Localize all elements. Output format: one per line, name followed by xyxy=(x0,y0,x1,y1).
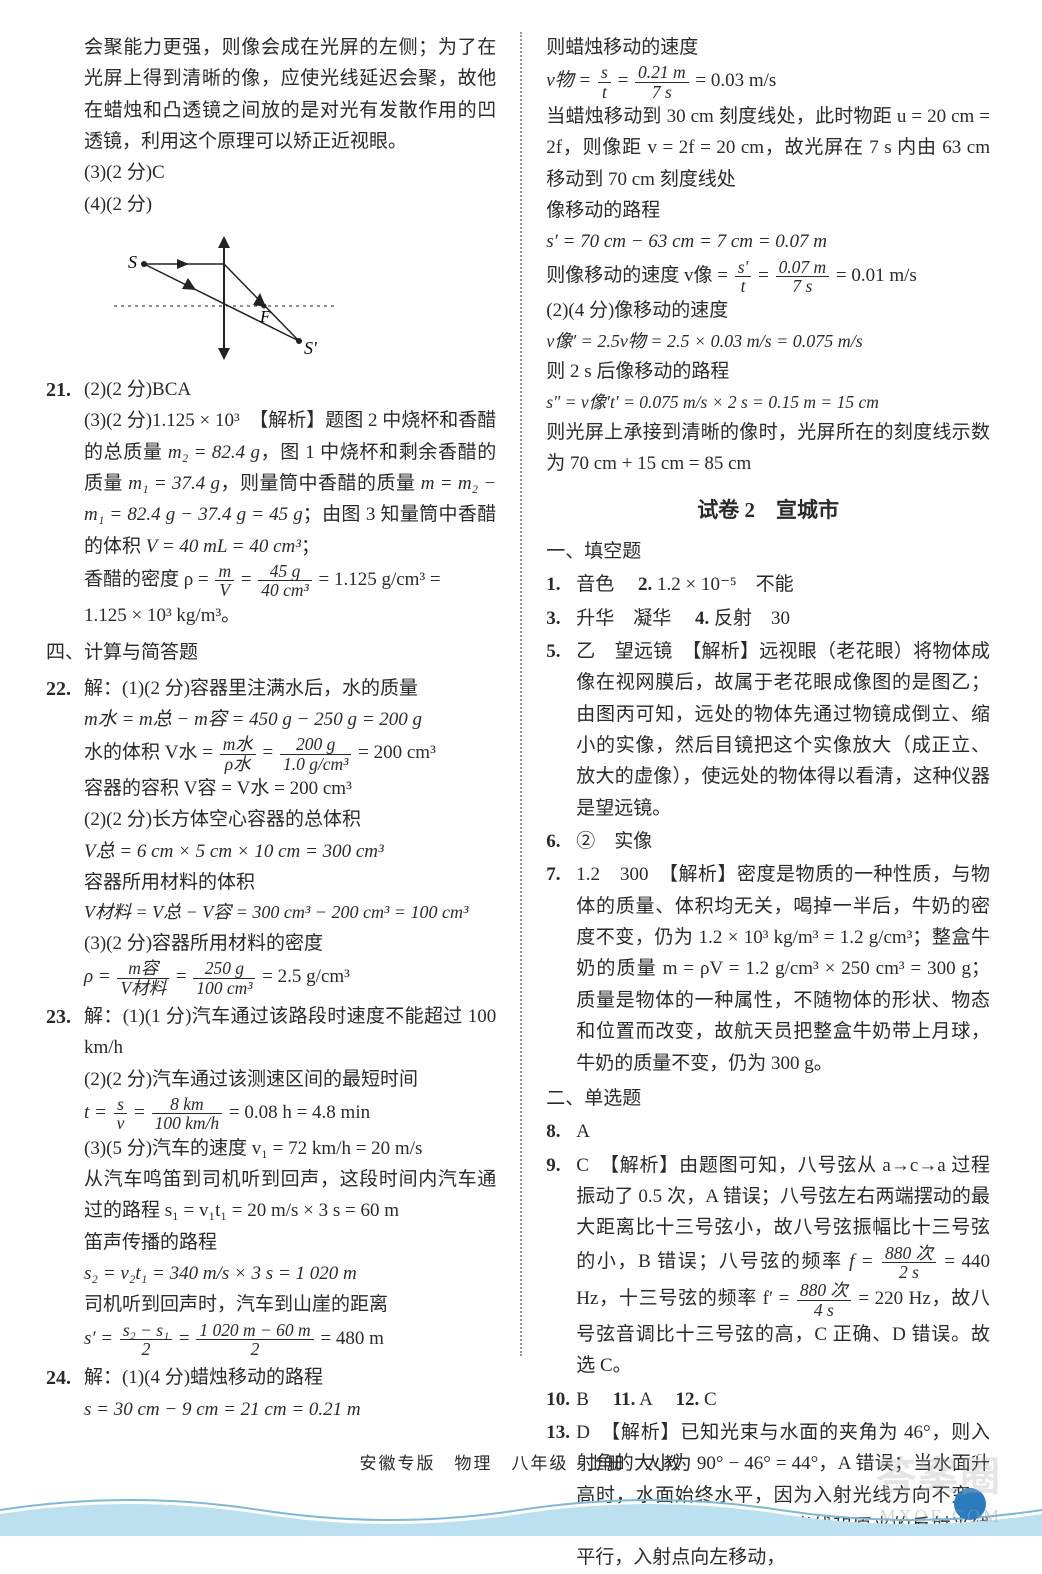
answer-number: 12. xyxy=(676,1389,700,1410)
equation: 1.125 × 10³ kg/m³。 xyxy=(84,600,496,631)
answer-6: 6. ② 实像 xyxy=(576,826,990,857)
column-divider xyxy=(520,32,522,1356)
answer-number: 6. xyxy=(546,826,560,857)
right-column: 则蜡烛移动的速度 v物 = st = 0.21 m7 s = 0.03 m/s … xyxy=(528,32,998,1356)
equation: s = 30 cm − 9 cm = 21 cm = 0.21 m xyxy=(84,1394,496,1425)
solution-line: 则光屏上承接到清晰的像时，光屏所在的刻度线示数为 70 cm + 15 cm =… xyxy=(546,417,990,480)
solution-line: 当蜡烛移动到 30 cm 刻度线处，此时物距 u = 20 cm = 2f，则像… xyxy=(546,101,990,195)
solution-line: (2)(4 分)像移动的速度 xyxy=(546,295,990,326)
solution-line: 解：(1)(1 分)汽车通过该路段时速度不能超过 100 km/h xyxy=(84,1001,496,1064)
watermark: 答案圈 xyxy=(876,1444,1002,1510)
page-body: 会聚能力更强，则像会成在光屏的左侧；为了在光屏上得到清晰的像，应使光线延迟会聚，… xyxy=(0,0,1042,1446)
solution-line: 司机听到回声时，汽车到山崖的距离 xyxy=(84,1289,496,1320)
answer-10-12: 10. B 11. A 12. C xyxy=(576,1384,990,1415)
solution-line: 容器所用材料的体积 xyxy=(84,867,496,898)
solution-line: (2)(2 分)长方体空心容器的总体积 xyxy=(84,804,496,835)
label-Sprime: S′ xyxy=(304,338,318,358)
equation: v像′ = 2.5v物 = 2.5 × 0.03 m/s = 0.075 m/s xyxy=(546,327,990,357)
question-number: 22. xyxy=(46,673,71,706)
answer-8: 8. A xyxy=(576,1116,990,1147)
section-heading: 四、计算与简答题 xyxy=(46,637,496,668)
answer-number: 1. xyxy=(546,569,560,600)
equation: 容器的容积 V容 = V水 = 200 cm³ xyxy=(84,773,496,804)
answer-number: 3. xyxy=(546,603,560,634)
question-22: 22. 解：(1)(2 分)容器里注满水后，水的质量 m水 = m总 − m容 … xyxy=(84,673,496,997)
answer-9: 9. C 【解析】由题图可知，八号弦从 a→c→a 过程振动了 0.5 次，A … xyxy=(576,1150,990,1382)
solution-line: 解：(1)(2 分)容器里注满水后，水的质量 xyxy=(84,673,496,704)
answer-7: 7. 1.2 300 【解析】密度是物质的一种性质，与物体的质量、体积均无关，喝… xyxy=(576,859,990,1078)
question-number: 24. xyxy=(46,1362,71,1395)
answer-number: 13. xyxy=(546,1417,570,1448)
equation: s₂ = v₂t₁ = 340 m/s × 3 s = 1 020 m xyxy=(84,1258,496,1289)
equation: v物 = st = 0.21 m7 s = 0.03 m/s xyxy=(546,63,990,101)
solution-line: 笛声传播的路程 xyxy=(84,1227,496,1258)
equation: 则像移动的速度 v像 = s′t = 0.07 m7 s = 0.01 m/s xyxy=(546,258,990,296)
equation: 水的体积 V水 = m水ρ水 = 200 g1.0 g/cm³ = 200 cm… xyxy=(84,735,496,773)
equation: V材料 = V总 − V容 = 300 cm³ − 200 cm³ = 100 … xyxy=(84,898,496,928)
label-S: S xyxy=(128,252,137,272)
solution-line: 解：(1)(4 分)蜡烛移动的路程 xyxy=(84,1362,496,1393)
section-heading: 一、填空题 xyxy=(546,536,990,567)
ray-diagram: S F S′ xyxy=(114,226,334,366)
answer-number: 8. xyxy=(546,1116,560,1147)
equation: s′ = 70 cm − 63 cm = 7 cm = 0.07 m xyxy=(546,226,990,257)
explanation: (3)(2 分)1.125 × 10³ 【解析】题图 2 中烧杯和香醋的总质量 … xyxy=(84,405,496,562)
answer-number: 2. xyxy=(638,574,652,595)
answer-number: 5. xyxy=(546,636,560,667)
equation: s′ = s₂ − s₁2 = 1 020 m − 60 m2 = 480 m xyxy=(84,1321,496,1359)
sub-answer: (4)(2 分) xyxy=(84,189,496,220)
section-heading: 二、单选题 xyxy=(546,1083,990,1114)
exam-title: 试卷 2 宣城市 xyxy=(546,493,990,528)
solution-line: 从汽车鸣笛到司机听到回声，这段时间内汽车通过的路程 s₁ = v₁t₁ = 20… xyxy=(84,1164,496,1227)
answer-number: 7. xyxy=(546,859,560,890)
answer-number: 9. xyxy=(546,1150,560,1181)
question-number: 23. xyxy=(46,1001,71,1034)
answer-number: 4. xyxy=(695,608,709,629)
question-21: 21. (2)(2 分)BCA (3)(2 分)1.125 × 10³ 【解析】… xyxy=(84,374,496,631)
solution-line: 则 2 s 后像移动的路程 xyxy=(546,356,990,387)
left-column: 会聚能力更强，则像会成在光屏的左侧；为了在光屏上得到清晰的像，应使光线延迟会聚，… xyxy=(44,32,514,1356)
answer-number: 11. xyxy=(613,1389,636,1410)
solution-line: 则蜡烛移动的速度 xyxy=(546,32,990,63)
label-F: F xyxy=(259,307,271,326)
paragraph: 会聚能力更强，则像会成在光屏的左侧；为了在光屏上得到清晰的像，应使光线延迟会聚，… xyxy=(84,32,496,157)
page-footer: 安徽专版 物理 八年级 上册 人教 8 答案圈 MXQE.COM xyxy=(0,1446,1042,1536)
equation: m水 = m总 − m容 = 450 g − 250 g = 200 g xyxy=(84,704,496,735)
solution-line: (3)(2 分)容器所用材料的密度 xyxy=(84,928,496,959)
answer-line: (2)(2 分)BCA xyxy=(84,374,496,405)
page-number: 8 xyxy=(974,1444,982,1470)
equation: ρ = m容V材料 = 250 g100 cm³ = 2.5 g/cm³ xyxy=(84,959,496,997)
solution-line: (3)(5 分)汽车的速度 v₁ = 72 km/h = 20 m/s xyxy=(84,1133,496,1164)
question-number: 21. xyxy=(46,374,71,407)
answer-5: 5. 乙 望远镜 【解析】远视眼（老花眼）将物体成像在视网膜后，故属于老花眼成像… xyxy=(576,636,990,824)
answer-1: 1. 音色 2. 1.2 × 10⁻⁵ 不能 xyxy=(576,569,990,600)
equation: V总 = 6 cm × 5 cm × 10 cm = 300 cm³ xyxy=(84,836,496,867)
question-23: 23. 解：(1)(1 分)汽车通过该路段时速度不能超过 100 km/h (2… xyxy=(84,1001,496,1358)
solution-line: (2)(2 分)汽车通过该测速区间的最短时间 xyxy=(84,1064,496,1095)
answer-number: 10. xyxy=(546,1384,570,1415)
sub-answer: (3)(2 分)C xyxy=(84,157,496,188)
solution-line: 像移动的路程 xyxy=(546,195,990,226)
equation: s″ = v像′t′ = 0.075 m/s × 2 s = 0.15 m = … xyxy=(546,388,990,417)
answer-3: 3. 升华 凝华 4. 反射 30 xyxy=(576,603,990,634)
question-24: 24. 解：(1)(4 分)蜡烛移动的路程 s = 30 cm − 9 cm =… xyxy=(84,1362,496,1425)
equation: 香醋的密度 ρ = mV = 45 g40 cm³ = 1.125 g/cm³ … xyxy=(84,562,496,600)
equation: t = sv = 8 km100 km/h = 0.08 h = 4.8 min xyxy=(84,1095,496,1133)
